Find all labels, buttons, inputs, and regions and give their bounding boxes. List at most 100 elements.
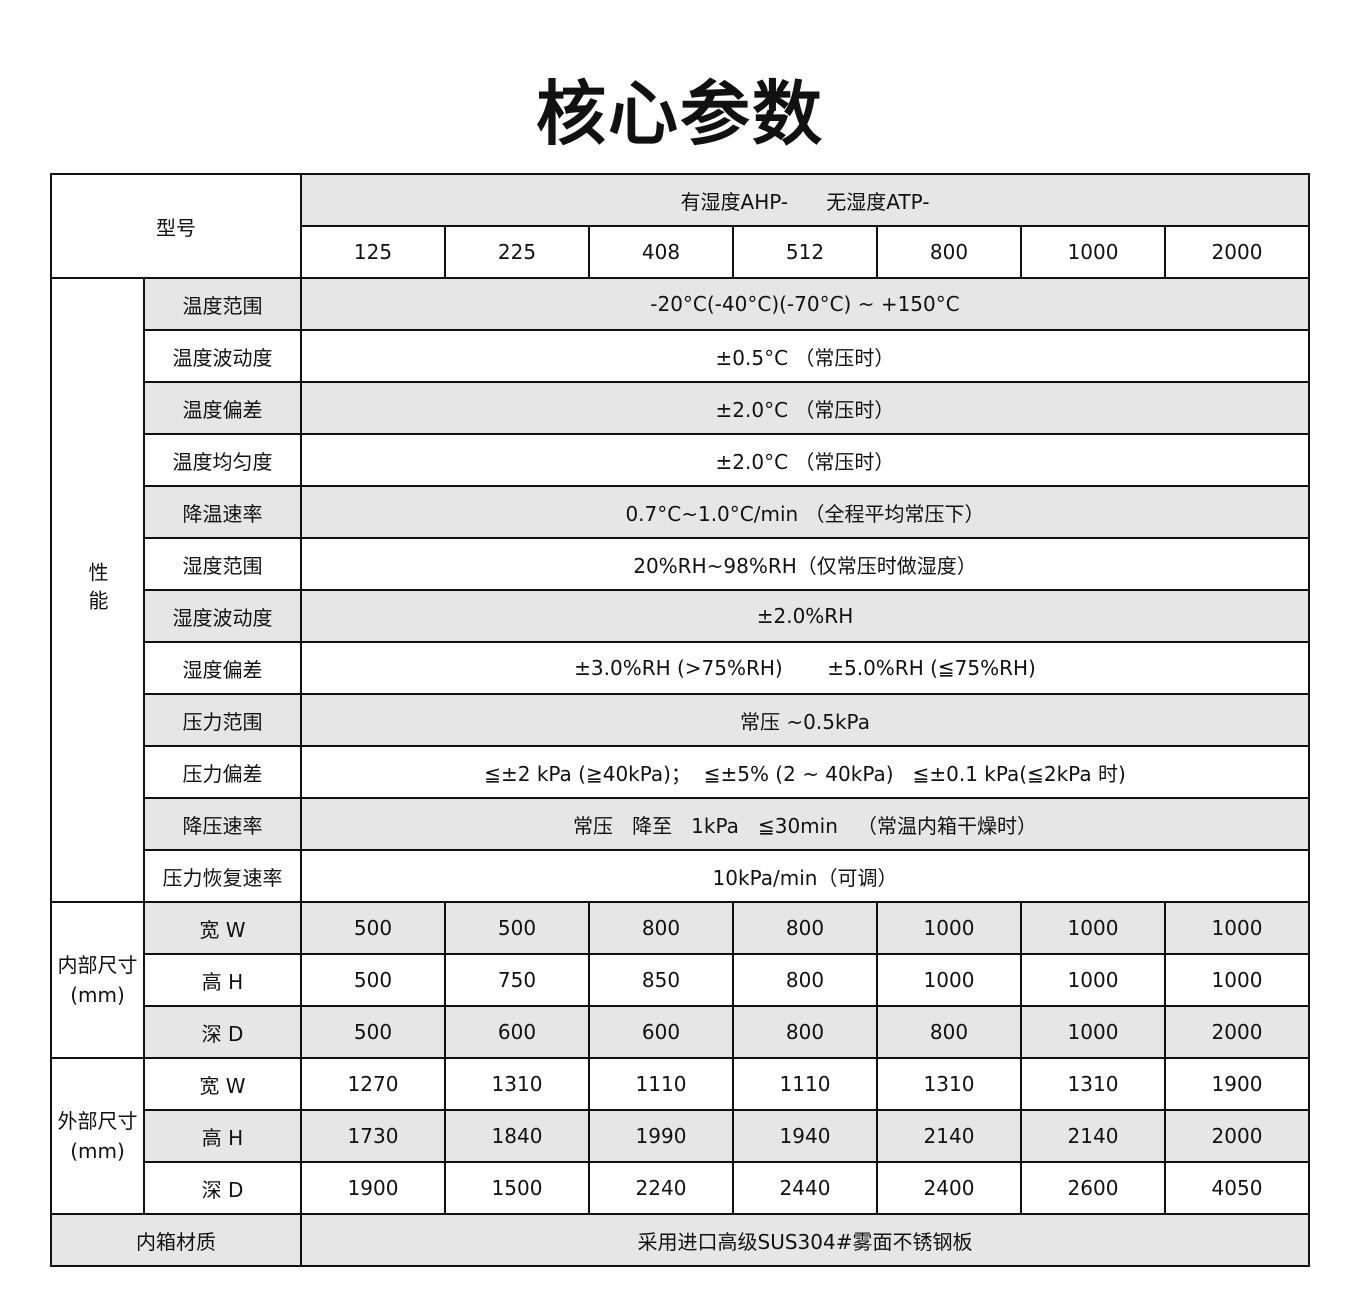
dimension-cell: 750 — [444, 953, 590, 1007]
row-label: 温度波动度 — [143, 329, 302, 383]
row-value: 常压 ~0.5kPa — [300, 693, 1310, 747]
table-row: 湿度范围 20%RH~98%RH（仅常压时做湿度） — [51, 537, 1310, 591]
row-value: ±2.0°C （常压时） — [300, 381, 1310, 435]
material-value: 采用进口高级SUS304#雾面不锈钢板 — [300, 1213, 1310, 1267]
dimension-cell: 1110 — [732, 1057, 878, 1111]
dimension-cell: 4050 — [1164, 1161, 1310, 1215]
spec-table: 型号 有湿度AHP- 无湿度ATP- 125 225 408 512 800 1000 2000… — [50, 173, 1310, 1267]
table-row: 压力偏差 ≦±2 kPa (≧40kPa)； ≦±5% (2 ~ 40kPa) ≦… — [51, 745, 1310, 799]
dimension-cell: 1000 — [876, 901, 1022, 955]
dimension-cell: 1000 — [1020, 901, 1166, 955]
dimension-cell: 800 — [732, 953, 878, 1007]
dimension-cell: 1310 — [1020, 1057, 1166, 1111]
dimension-cell: 1270 — [300, 1057, 446, 1111]
row-value: ≦±2 kPa (≧40kPa)； ≦±5% (2 ~ 40kPa) ≦±0.1… — [300, 745, 1310, 799]
dimension-cell: 1110 — [588, 1057, 734, 1111]
row-value: 0.7°C~1.0°C/min （全程平均常压下） — [300, 485, 1310, 539]
dimension-cell: 2600 — [1020, 1161, 1166, 1215]
group-label-outer: 外部尺寸 (mm) — [50, 1057, 145, 1215]
dimension-cell: 850 — [588, 953, 734, 1007]
dimension-cell: 1000 — [1020, 1005, 1166, 1059]
group-label-performance: 性能 — [50, 277, 145, 903]
dimension-cell: 2240 — [588, 1161, 734, 1215]
model-cell: 408 — [588, 225, 734, 279]
dimension-cell: 500 — [444, 901, 590, 955]
dimension-cell: 600 — [588, 1005, 734, 1059]
dimension-cell: 1310 — [876, 1057, 1022, 1111]
dimension-cell: 1990 — [588, 1109, 734, 1163]
table-row: 压力范围 常压 ~0.5kPa — [51, 693, 1310, 747]
row-value: ±2.0°C （常压时） — [300, 433, 1310, 487]
dimension-cell: 800 — [732, 901, 878, 955]
row-label: 降温速率 — [143, 485, 302, 539]
header-row: 型号 有湿度AHP- 无湿度ATP- — [50, 173, 1310, 279]
dimension-cell: 500 — [300, 901, 446, 955]
row-label: 压力恢复速率 — [143, 849, 302, 903]
dimension-cell: 1500 — [444, 1161, 590, 1215]
row-label: 湿度范围 — [143, 537, 302, 591]
row-label: 湿度波动度 — [143, 589, 302, 643]
dimension-cell: 2000 — [1164, 1109, 1310, 1163]
table-row: 压力恢复速率 10kPa/min（可调） — [51, 849, 1310, 903]
dimension-cell: 800 — [732, 1005, 878, 1059]
model-cell: 800 — [876, 225, 1022, 279]
row-label: 高 H — [143, 1109, 302, 1163]
dimension-cell: 1000 — [1020, 953, 1166, 1007]
dimension-cell: 1000 — [1164, 901, 1310, 955]
dimension-cell: 800 — [588, 901, 734, 955]
dimension-cell: 1940 — [732, 1109, 878, 1163]
dimension-cell: 1730 — [300, 1109, 446, 1163]
row-value: 10kPa/min（可调） — [300, 849, 1310, 903]
dimension-cell: 500 — [300, 1005, 446, 1059]
row-value: -20°C(-40°C)(-70°C) ~ +150°C — [300, 277, 1310, 331]
dimension-cell: 1000 — [876, 953, 1022, 1007]
table-row: 内箱材质 采用进口高级SUS304#雾面不锈钢板 — [50, 1213, 1310, 1267]
series-label: 有湿度AHP- 无湿度ATP- — [300, 173, 1310, 227]
table-row: 高 H 1730 1840 1990 1940 2140 2140 2000 — [51, 1109, 1310, 1163]
dimension-cell: 1310 — [444, 1057, 590, 1111]
dimension-cell: 600 — [444, 1005, 590, 1059]
models-row: 125 225 408 512 800 1000 2000 — [51, 225, 1310, 279]
table-row: 湿度波动度 ±2.0%RH — [51, 589, 1310, 643]
row-value: ±2.0%RH — [300, 589, 1310, 643]
model-cell: 125 — [300, 225, 446, 279]
row-label: 压力偏差 — [143, 745, 302, 799]
page-title: 核心参数 — [536, 73, 824, 155]
row-label: 宽 W — [143, 1057, 302, 1111]
row-label: 温度均匀度 — [143, 433, 302, 487]
row-value: 20%RH~98%RH（仅常压时做湿度） — [300, 537, 1310, 591]
dimension-cell: 2000 — [1164, 1005, 1310, 1059]
row-label: 宽 W — [143, 901, 302, 955]
row-label: 压力范围 — [143, 693, 302, 747]
material-label: 内箱材质 — [50, 1213, 302, 1267]
table-row: 温度均匀度 ±2.0°C （常压时） — [51, 433, 1310, 487]
dimension-cell: 2440 — [732, 1161, 878, 1215]
table-row: 高 H 500 750 850 800 1000 1000 1000 — [51, 953, 1310, 1007]
dimension-cell: 2400 — [876, 1161, 1022, 1215]
table-row: 深 D 500 600 600 800 800 1000 2000 — [51, 1005, 1310, 1059]
row-label: 温度偏差 — [143, 381, 302, 435]
table-row: 内部尺寸 (mm) 宽 W 500 500 800 800 1000 1000 1000 — [50, 901, 1310, 1059]
dimension-cell: 1000 — [1164, 953, 1310, 1007]
dimension-cell: 1900 — [300, 1161, 446, 1215]
row-value: ±0.5°C （常压时） — [300, 329, 1310, 383]
table-row: 性能 温度范围 -20°C(-40°C)(-70°C) ~ +150°C — [50, 277, 1310, 903]
group-label-inner: 内部尺寸 (mm) — [50, 901, 145, 1059]
table-row: 温度波动度 ±0.5°C （常压时） — [51, 329, 1310, 383]
dimension-cell: 2140 — [876, 1109, 1022, 1163]
table-row: 外部尺寸 (mm) 宽 W 1270 1310 1110 1110 1310 1310 1900 — [50, 1057, 1310, 1215]
row-label: 深 D — [143, 1161, 302, 1215]
row-label: 降压速率 — [143, 797, 302, 851]
table-row: 深 D 1900 1500 2240 2440 2400 2600 4050 — [51, 1161, 1310, 1215]
model-cell: 1000 — [1020, 225, 1166, 279]
row-label: 温度范围 — [143, 277, 302, 331]
row-value: 常压 降至 1kPa ≦30min （常温内箱干燥时） — [300, 797, 1310, 851]
table-row: 降温速率 0.7°C~1.0°C/min （全程平均常压下） — [51, 485, 1310, 539]
dimension-cell: 1900 — [1164, 1057, 1310, 1111]
table-row: 温度偏差 ±2.0°C （常压时） — [51, 381, 1310, 435]
row-label: 深 D — [143, 1005, 302, 1059]
table-row: 湿度偏差 ±3.0%RH (>75%RH) ±5.0%RH (≦75%RH) — [51, 641, 1310, 695]
dimension-cell: 500 — [300, 953, 446, 1007]
dimension-cell: 2140 — [1020, 1109, 1166, 1163]
table-row: 降压速率 常压 降至 1kPa ≦30min （常温内箱干燥时） — [51, 797, 1310, 851]
